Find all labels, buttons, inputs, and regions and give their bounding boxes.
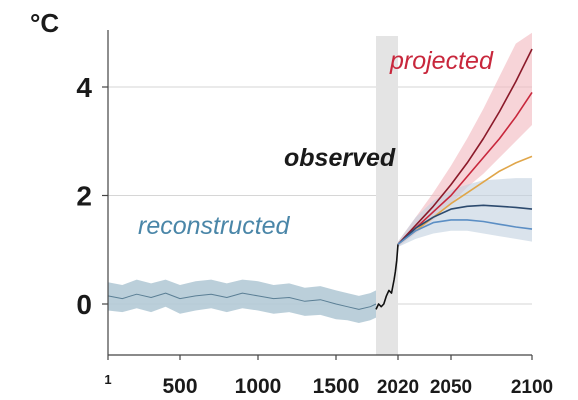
x-tick-label: 1500 [313,375,360,398]
x-tick-label: 1 [104,372,111,387]
observed-period-highlight [376,36,398,355]
x-tick-label: 2100 [511,377,553,398]
uncertainty-bands [108,32,532,323]
projected-low-mid-line [397,204,533,245]
series-lines [107,48,533,310]
y-tick-label: 4 [76,72,92,103]
reconstructed-band [108,279,376,323]
reconstructed-line [107,292,377,310]
y-tick-labels: 0 2 4 [76,72,108,320]
reconstructed-annotation: reconstructed [138,212,291,240]
y-tick-label: 0 [76,289,92,320]
y-axis-unit-label: °C [30,8,59,38]
x-tick-label: 2020 [377,377,419,398]
x-tick-label: 2050 [430,377,472,398]
x-tick-labels: 1 500 1000 1500 2020 2050 2100 [104,355,553,398]
projected-high-band [398,32,532,247]
observed-line [375,244,399,310]
projected-low-line [397,219,533,245]
projected-high-line [397,48,533,245]
observed-annotation: observed [284,144,396,172]
y-tick-label: 2 [76,181,92,212]
projected-annotation: projected [389,47,494,75]
projected-mid-line [397,155,533,245]
projected-mid-high-line [397,91,533,245]
x-tick-label: 1000 [235,375,282,398]
x-tick-label: 500 [162,375,197,398]
projected-low-mid-band [398,178,532,247]
axes [107,30,532,356]
